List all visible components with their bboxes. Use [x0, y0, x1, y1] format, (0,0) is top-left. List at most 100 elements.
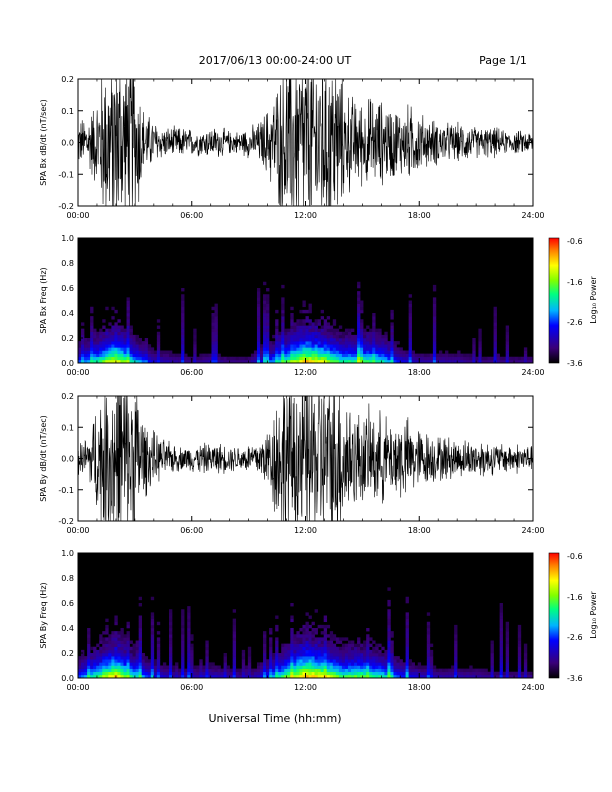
spectrogram-cell: [338, 668, 343, 673]
by-colorbar-tick: -3.6: [567, 674, 583, 683]
spectrogram-cell: [129, 662, 133, 666]
spectrogram-cell: [153, 662, 158, 666]
spectrogram-cell: [320, 353, 324, 358]
spectrogram-cell: [111, 643, 115, 648]
spectrogram-cell: [266, 309, 270, 314]
spectrogram-cell: [393, 353, 397, 358]
spectrogram-cell: [296, 350, 300, 354]
spectrogram-cell: [314, 643, 318, 648]
spectrogram-cell: [378, 328, 382, 333]
spectrogram-cell: [217, 353, 221, 358]
spectrogram-cell: [332, 338, 337, 342]
spectrogram-cell: [281, 649, 285, 654]
spectrogram-cell: [363, 328, 367, 333]
spectrogram-cell: [256, 350, 261, 354]
spectrogram-cell: [120, 631, 124, 635]
spectrogram-cell: [505, 649, 510, 654]
spectrogram-cell: [199, 353, 203, 358]
spectrogram-cell: [181, 612, 185, 616]
spectrogram-cell: [296, 631, 300, 635]
spectrogram-cell: [454, 624, 458, 629]
spectrogram-cell: [78, 665, 82, 669]
spectrogram-cell: [217, 671, 221, 676]
spectrogram-cell: [87, 662, 91, 666]
spectrogram-cell: [90, 653, 94, 657]
spectrogram-cell: [529, 356, 534, 361]
spectrogram-cell: [399, 350, 403, 354]
spectrogram-cell: [329, 341, 334, 345]
spectrogram-cell: [423, 668, 428, 673]
spectrogram-cell: [351, 347, 355, 351]
spectrogram-cell: [529, 674, 534, 679]
spectrogram-cell: [366, 334, 370, 339]
spectrogram-cell: [81, 344, 85, 348]
spectrogram-cell: [102, 646, 106, 651]
spectrogram-cell: [302, 665, 306, 669]
spectrogram-cell: [357, 322, 361, 326]
spectrogram-cell: [266, 347, 270, 351]
spectrogram-cell: [517, 674, 522, 679]
spectrogram-cell: [87, 653, 91, 657]
spectrogram-cell: [505, 356, 510, 361]
spectrogram-cell: [317, 322, 321, 326]
spectrogram-cell: [120, 659, 124, 663]
spectrogram-cell: [193, 341, 197, 345]
spectrogram-cell: [205, 646, 209, 651]
spectrogram-cell: [241, 674, 246, 679]
spectrogram-cell: [162, 671, 167, 676]
spectrogram-cell: [317, 334, 321, 339]
y-tick-label: 0.6: [61, 599, 74, 608]
spectrogram-cell: [208, 359, 212, 364]
spectrogram-cell: [335, 659, 340, 663]
spectrogram-cell: [193, 331, 197, 336]
y-tick-label: 1.0: [61, 549, 74, 558]
spectrogram-cell: [363, 350, 367, 354]
spectrogram-cell: [256, 288, 261, 292]
spectrogram-cell: [481, 671, 485, 676]
spectrogram-cell: [290, 640, 294, 644]
spectrogram-cell: [281, 334, 285, 339]
spectrogram-cell: [496, 356, 500, 361]
spectrogram-cell: [372, 331, 376, 336]
spectrogram-cell: [405, 646, 409, 651]
spectrogram-cell: [84, 344, 88, 348]
spectrogram-cell: [93, 646, 97, 651]
spectrogram-cell: [232, 624, 237, 629]
spectrogram-cell: [156, 621, 161, 626]
spectrogram-cell: [472, 356, 476, 361]
spectrogram-cell: [290, 618, 294, 623]
spectrogram-cell: [129, 328, 133, 333]
spectrogram-cell: [347, 350, 352, 354]
spectrogram-cell: [138, 646, 142, 651]
spectrogram-cell: [178, 353, 182, 358]
spectrogram-cell: [366, 665, 370, 669]
spectrogram-cell: [90, 656, 94, 660]
spectrogram-cell: [378, 643, 382, 648]
spectrogram-cell: [190, 665, 194, 669]
spectrogram-cell: [123, 347, 127, 351]
spectrogram-cell: [290, 316, 294, 320]
y-tick-label: 1.0: [61, 234, 74, 243]
spectrogram-cell: [156, 671, 161, 676]
spectrogram-cell: [320, 646, 324, 651]
spectrogram-cell: [184, 353, 188, 358]
spectrogram-cell: [487, 674, 491, 679]
spectrogram-cell: [357, 284, 361, 289]
spectrogram-cell: [135, 662, 139, 666]
spectrogram-cell: [390, 353, 394, 358]
spectrogram-cell: [457, 359, 461, 364]
spectrogram-cell: [408, 668, 412, 673]
spectrogram-cell: [272, 674, 276, 679]
spectrogram-cell: [144, 674, 149, 679]
spectrogram-cell: [293, 662, 297, 666]
spectrogram-cell: [375, 331, 379, 336]
spectrogram-cell: [275, 649, 279, 654]
spectrogram-cell: [302, 300, 306, 304]
spectrogram-cell: [478, 356, 482, 361]
spectrogram-cell: [114, 665, 118, 669]
spectrogram-cell: [351, 344, 355, 348]
spectrogram-cell: [341, 659, 346, 663]
spectrogram-cell: [432, 284, 437, 289]
spectrogram-cell: [523, 353, 528, 358]
